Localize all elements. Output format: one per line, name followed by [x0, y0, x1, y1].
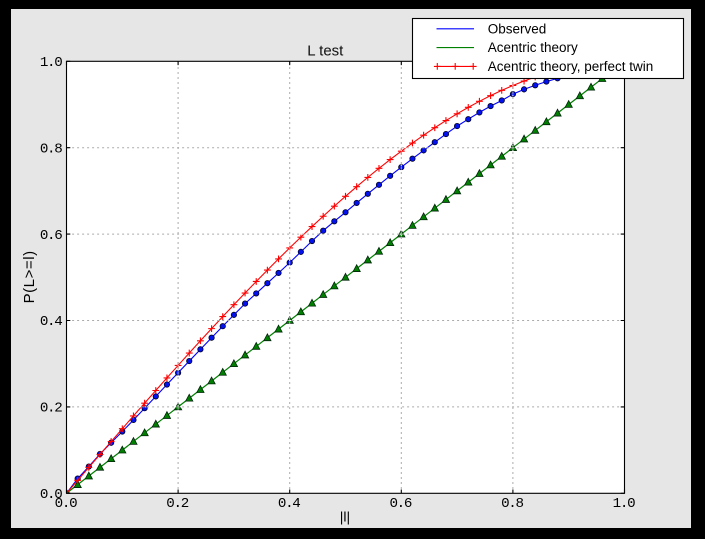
svg-text:0.6: 0.6 — [40, 228, 62, 244]
svg-text:0.4: 0.4 — [40, 314, 62, 330]
svg-text:0.0: 0.0 — [40, 487, 62, 503]
svg-text:L test: L test — [307, 43, 344, 60]
svg-text:0.2: 0.2 — [40, 401, 62, 417]
svg-text:1.0: 1.0 — [40, 55, 62, 71]
svg-text:Observed: Observed — [488, 21, 547, 36]
svg-text:P(L>=l): P(L>=l) — [21, 250, 38, 303]
svg-text:0.8: 0.8 — [40, 141, 62, 157]
svg-text:1.0: 1.0 — [613, 496, 635, 512]
svg-text:0.2: 0.2 — [166, 496, 188, 512]
svg-text:0.0: 0.0 — [55, 496, 77, 512]
svg-text:|l|: |l| — [340, 509, 350, 525]
svg-text:Acentric theory, perfect twin: Acentric theory, perfect twin — [488, 59, 654, 74]
svg-text:0.4: 0.4 — [278, 496, 300, 512]
svg-text:Acentric theory: Acentric theory — [488, 40, 578, 55]
svg-text:0.6: 0.6 — [389, 496, 411, 512]
svg-text:0.8: 0.8 — [501, 496, 523, 512]
